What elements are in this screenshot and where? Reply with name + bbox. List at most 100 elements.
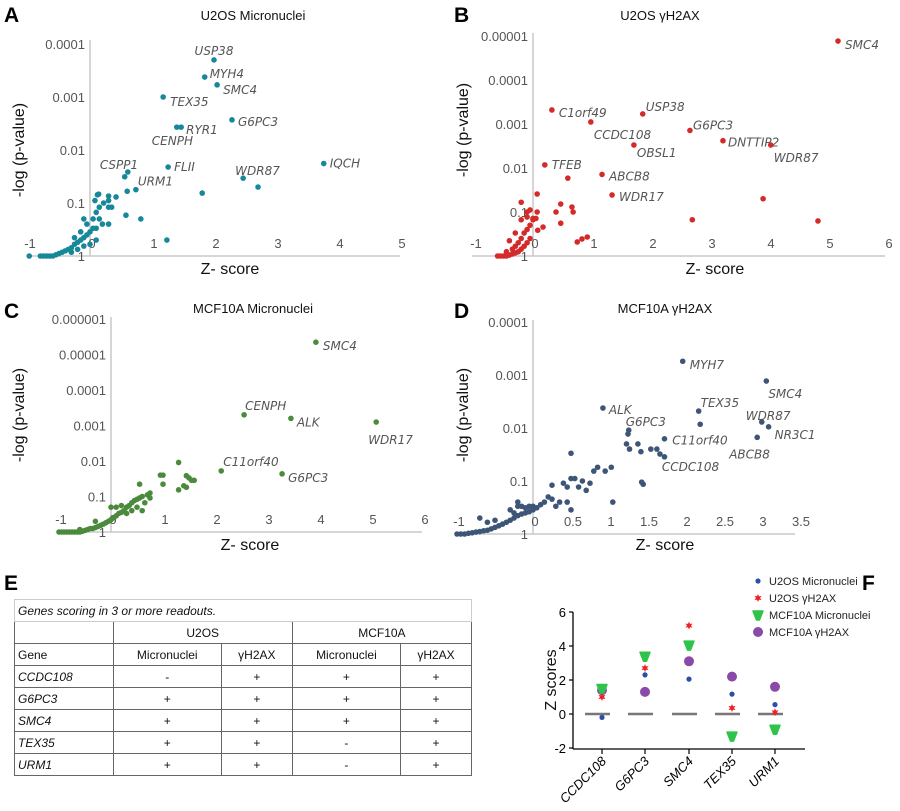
data-point [574,239,581,245]
x-tick-label: 3.5 [792,514,810,529]
data-point-tex35 [695,408,702,414]
y-tick-label: 0 [559,707,566,722]
data-point [506,237,513,244]
data-point-wdr87 [767,142,774,148]
data-point [118,502,125,509]
y-axis-label: -log (p-value) [11,103,28,197]
data-point-g6pc3 [687,127,693,134]
point-label: USP38 [195,44,234,58]
data-point-wdr87 [758,419,765,425]
point-label: USP38 [646,100,685,114]
x-tick-label: 5 [369,512,376,527]
data-point-abcb8 [754,434,760,441]
point-label: C11orf40 [672,433,728,447]
panel-letter-e: E [4,572,18,595]
table-header: Micronuclei [112,643,222,666]
data-point [509,246,516,252]
data-point [524,214,530,220]
data-point [511,510,517,516]
chart-title: U2OS Micronuclei [201,8,306,23]
score-cell: - [112,665,222,688]
y-tick-label: -2 [554,741,566,756]
panel-letter-c: C [4,300,19,323]
data-point [815,218,821,224]
table-row: SMC4 + + + + [14,709,472,732]
data-point-ccdc108 [657,451,663,457]
data-point [105,197,112,204]
data-point-tfeb [542,162,548,168]
data-point [654,446,660,452]
y-tick-label: 0.00001 [59,348,106,363]
category-label: G6PC3 [611,753,652,794]
x-axis-label: Z- score [201,261,260,278]
x-tick-label: 2.5 [716,514,734,529]
panel-letter-a: A [4,4,19,27]
series-point [728,704,736,712]
data-point [518,235,524,242]
panel-letter-f: F [862,572,875,595]
x-tick-label: 0 [531,236,538,251]
y-axis-label: -log (p-value) [11,368,28,462]
data-point [553,503,559,510]
data-point [183,484,190,491]
x-tick-label: 5 [398,236,405,251]
data-point [121,173,128,180]
data-point [105,193,112,199]
data-point-cspp1 [125,169,131,175]
x-tick-label: 0 [531,514,538,529]
data-point-tex35 [160,94,166,100]
data-point [534,191,540,197]
score-cell: + [291,687,402,710]
data-point [564,499,570,505]
series-point [685,621,693,630]
table-row: G6PC3 + + + + [14,687,472,710]
data-point [199,190,206,196]
data-point [524,239,530,246]
score-cell: + [400,753,472,776]
y-tick-label: 0.001 [495,117,528,132]
x-axis-label: Z- score [686,261,745,278]
y-tick-label: 1 [78,249,85,264]
data-point [92,518,99,525]
data-point [164,237,170,243]
data-point [113,194,119,200]
x-tick-label: 4 [317,512,324,527]
data-point [123,510,130,517]
point-label: TEX35 [701,396,739,410]
y-axis-label: -log (p-value) [455,368,472,462]
data-point [515,239,522,246]
x-tick-label: 4 [767,236,774,251]
chart-title: U2OS γH2AX [620,8,700,23]
data-point [160,472,166,478]
table-header: γH2AX [400,643,472,666]
series-point [684,656,694,667]
score-cell: + [400,731,472,754]
data-point [139,507,145,514]
data-point-wdr17 [373,419,380,425]
data-point [568,450,574,457]
point-label: CENPH [245,399,286,413]
y-tick-label: 0.000001 [52,312,106,327]
point-label: ALK [608,403,633,417]
category-label: TEX35 [700,753,739,792]
series-point [770,681,780,692]
category-label: URM1 [745,754,782,791]
series-point [596,683,608,695]
x-axis-label: Z- score [636,537,695,554]
y-tick-label: 0.01 [60,143,85,158]
data-point-wdr87 [240,175,246,181]
data-point [142,499,148,506]
x-tick-label: -1 [55,512,67,527]
legend-label: U2OS Micronuclei [769,576,858,588]
data-point-cenph [174,124,180,130]
data-point [105,221,112,227]
x-tick-label: -1 [453,514,465,529]
data-point [549,496,555,502]
data-point [123,212,129,219]
score-cell: - [291,731,402,754]
y-tick-label: 0.1 [510,205,528,220]
data-point [556,499,563,505]
data-point [527,235,533,242]
series-point [642,672,648,678]
